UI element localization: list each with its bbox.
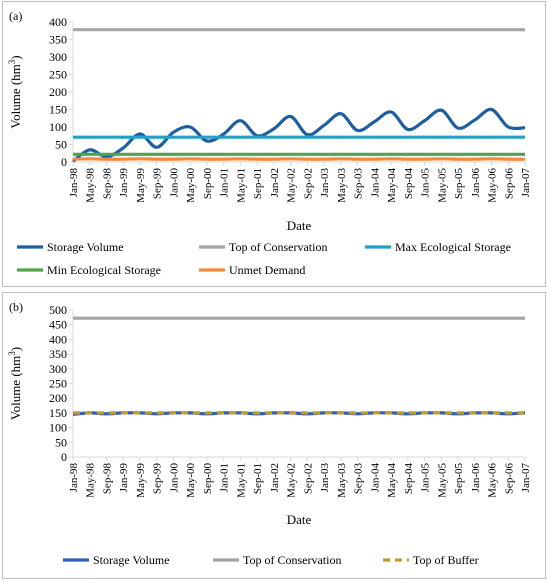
chart-b-xtick-label: Jan-99 — [118, 463, 130, 493]
chart-a-xtick-label: May-04 — [386, 168, 398, 203]
chart-b-ytick-label: 400 — [49, 332, 67, 346]
chart-b-xtick-label: May-06 — [487, 463, 499, 498]
chart-a-svg: (a) 0 50 100 150 200 250 300 350 400 Jan-98 May-98 S… — [7, 9, 532, 277]
chart-a-xtick-label: Jan-07 — [520, 168, 532, 198]
chart-a-xtick-label: May-98 — [85, 168, 97, 203]
chart-b-xtick-label: May-04 — [386, 463, 398, 498]
chart-a-xtick-label: May-03 — [336, 168, 348, 203]
chart-a-xtick-label: Jan-02 — [269, 168, 281, 197]
chart-a-legend-label-unmet-demand: Unmet Demand — [229, 263, 305, 277]
chart-a-xtick-label: Jan-00 — [168, 168, 180, 198]
chart-panel-a: (a) 0 50 100 150 200 250 300 350 400 Jan-98 May-98 S… — [2, 1, 546, 287]
chart-a-xtick-label: Jan-99 — [118, 168, 130, 198]
chart-b-xtick-label: May-99 — [135, 463, 147, 498]
chart-a-xtick-label: Sep-02 — [302, 168, 314, 199]
chart-b-xtick-label: Sep-04 — [403, 463, 415, 495]
chart-b-xtick-label: Jan-05 — [420, 463, 432, 493]
chart-a-x-axis-title: Date — [287, 218, 312, 233]
chart-b-xtick-label: Jan-00 — [168, 463, 180, 493]
chart-a-series-storage-volume — [72, 107, 526, 163]
chart-b-ytick-label: 50 — [55, 435, 67, 449]
chart-b-xtick-label: Sep-98 — [101, 463, 113, 495]
chart-a-legend-label-max-ecological-storage: Max Ecological Storage — [395, 240, 511, 254]
chart-a-xtick-label: Sep-01 — [252, 168, 264, 199]
chart-b-xtick-label: May-02 — [286, 463, 298, 498]
chart-a-ytick-label: 0 — [61, 155, 67, 169]
chart-a-xtick-label: Sep-05 — [453, 168, 465, 200]
chart-a-ytick-label: 250 — [49, 68, 67, 82]
chart-b-xtick-label: May-03 — [336, 463, 348, 498]
chart-a-panel-label: (a) — [9, 9, 22, 23]
chart-b-xtick-label: May-98 — [85, 463, 97, 498]
chart-a-ytick-label: 100 — [49, 120, 67, 134]
chart-b-xtick-label: Jan-07 — [520, 463, 532, 493]
chart-b-xtick-label: Jan-01 — [219, 463, 231, 492]
chart-b-xtick-label: Sep-01 — [252, 463, 264, 494]
chart-b-legend-label-storage-volume: Storage Volume — [93, 553, 170, 567]
chart-a-xtick-label: May-01 — [235, 168, 247, 203]
chart-b-xtick-label: May-05 — [436, 463, 448, 498]
chart-b-ytick-label: 250 — [49, 377, 67, 391]
chart-b-x-axis-title: Date — [287, 512, 312, 527]
chart-b-xtick-label: Jan-04 — [369, 463, 381, 493]
chart-a-ytick-label: 50 — [55, 138, 67, 152]
chart-panel-b: (b) 0 50 100 150 200 250 300 350 400 450 500 Jan-98 M… — [2, 292, 546, 579]
chart-b-ytick-label: 350 — [49, 347, 67, 361]
chart-a-xtick-label: Sep-98 — [101, 168, 113, 200]
chart-a-y-axis-title: Volume (hm3) — [7, 55, 23, 128]
chart-a-ytick-label: 150 — [49, 103, 67, 117]
chart-a-xtick-label: Jan-01 — [219, 168, 231, 197]
chart-b-xtick-label: May-00 — [185, 463, 197, 498]
chart-a-xtick-label: Sep-03 — [353, 168, 365, 200]
chart-a-legend-label-top-of-conservation: Top of Conservation — [229, 240, 327, 254]
chart-a-xtick-label: May-00 — [185, 168, 197, 203]
chart-a-xtick-label: May-99 — [135, 168, 147, 203]
chart-b-xtick-label: Jan-98 — [68, 463, 80, 493]
chart-b-xtick-label: Jan-02 — [269, 463, 281, 492]
chart-b-xtick-label: May-01 — [235, 463, 247, 498]
chart-b-ytick-label: 500 — [49, 303, 67, 317]
chart-a-legend-label-min-ecological-storage: Min Ecological Storage — [47, 263, 161, 277]
chart-a-ytick-label: 200 — [49, 85, 67, 99]
chart-a-xtick-label: May-02 — [286, 168, 298, 203]
chart-a-xtick-label: Sep-00 — [202, 168, 214, 200]
chart-a-xtick-label: Jan-98 — [68, 168, 80, 198]
chart-a-xtick-label: Jan-06 — [470, 168, 482, 198]
chart-a-xtick-label: Sep-04 — [403, 168, 415, 200]
chart-a-xtick-label: May-06 — [487, 168, 499, 203]
chart-b-legend-label-top-of-buffer: Top of Buffer — [413, 553, 479, 567]
chart-a-xtick-label: Sep-99 — [152, 168, 164, 200]
chart-a-ytick-label: 350 — [49, 33, 67, 47]
chart-b-ytick-label: 0 — [61, 450, 67, 464]
chart-a-legend-label-storage-volume: Storage Volume — [47, 240, 124, 254]
chart-a-xtick-label: Jan-05 — [420, 168, 432, 198]
chart-b-ytick-label: 300 — [49, 362, 67, 376]
chart-b-panel-label: (b) — [9, 300, 23, 314]
chart-a-ytick-label: 300 — [49, 50, 67, 64]
chart-b-xtick-label: Sep-06 — [503, 463, 515, 495]
chart-a-xtick-label: May-05 — [436, 168, 448, 203]
chart-b-xtick-label: Sep-02 — [302, 463, 314, 494]
chart-b-xtick-label: Jan-06 — [470, 463, 482, 493]
chart-a-xtick-label: Jan-03 — [319, 168, 331, 198]
chart-b-xtick-label: Jan-03 — [319, 463, 331, 493]
chart-a-xtick-label: Sep-06 — [503, 168, 515, 200]
chart-b-ytick-label: 450 — [49, 318, 67, 332]
chart-a-ytick-label: 400 — [49, 15, 67, 29]
chart-b-xtick-label: Sep-03 — [353, 463, 365, 495]
chart-a-xtick-label: Jan-04 — [369, 168, 381, 198]
chart-b-ytick-label: 100 — [49, 421, 67, 435]
chart-b-y-axis-title: Volume (hm3) — [7, 347, 23, 420]
chart-b-ytick-label: 150 — [49, 406, 67, 420]
chart-b-xtick-label: Sep-05 — [453, 463, 465, 495]
chart-b-xtick-label: Sep-00 — [202, 463, 214, 495]
chart-b-legend-label-top-of-conservation: Top of Conservation — [243, 553, 341, 567]
chart-b-ytick-label: 200 — [49, 391, 67, 405]
chart-b-xtick-label: Sep-99 — [152, 463, 164, 495]
